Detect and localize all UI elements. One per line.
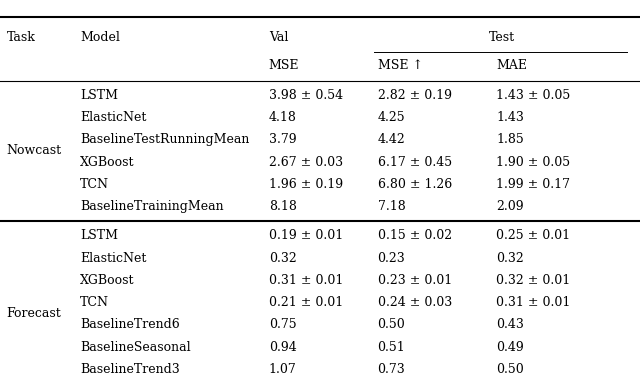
Text: 0.43: 0.43 <box>496 318 524 332</box>
Text: 6.17 ± 0.45: 6.17 ± 0.45 <box>378 156 452 169</box>
Text: 0.75: 0.75 <box>269 318 296 332</box>
Text: 0.94: 0.94 <box>269 341 296 354</box>
Text: 4.25: 4.25 <box>378 111 405 124</box>
Text: 7.18: 7.18 <box>378 200 405 213</box>
Text: Task: Task <box>6 31 35 44</box>
Text: 1.90 ± 0.05: 1.90 ± 0.05 <box>496 156 570 169</box>
Text: 1.99 ± 0.17: 1.99 ± 0.17 <box>496 178 570 191</box>
Text: BaselineSeasonal: BaselineSeasonal <box>80 341 191 354</box>
Text: ElasticNet: ElasticNet <box>80 111 147 124</box>
Text: BaselineTrend6: BaselineTrend6 <box>80 318 180 332</box>
Text: 0.50: 0.50 <box>496 363 524 375</box>
Text: 0.23 ± 0.01: 0.23 ± 0.01 <box>378 274 452 287</box>
Text: LSTM: LSTM <box>80 88 118 102</box>
Text: 0.23: 0.23 <box>378 252 405 264</box>
Text: MSE: MSE <box>269 59 300 72</box>
Text: XGBoost: XGBoost <box>80 156 134 169</box>
Text: 3.98 ± 0.54: 3.98 ± 0.54 <box>269 88 343 102</box>
Text: 0.32 ± 0.01: 0.32 ± 0.01 <box>496 274 570 287</box>
Text: TCN: TCN <box>80 178 109 191</box>
Text: 1.85: 1.85 <box>496 133 524 146</box>
Text: Val: Val <box>269 31 288 44</box>
Text: 0.19 ± 0.01: 0.19 ± 0.01 <box>269 229 343 242</box>
Text: 3.79: 3.79 <box>269 133 296 146</box>
Text: 0.32: 0.32 <box>496 252 524 264</box>
Text: LSTM: LSTM <box>80 229 118 242</box>
Text: BaselineTrainingMean: BaselineTrainingMean <box>80 200 223 213</box>
Text: 2.82 ± 0.19: 2.82 ± 0.19 <box>378 88 452 102</box>
Text: 0.50: 0.50 <box>378 318 405 332</box>
Text: 2.67 ± 0.03: 2.67 ± 0.03 <box>269 156 343 169</box>
Text: 0.21 ± 0.01: 0.21 ± 0.01 <box>269 296 343 309</box>
Text: ElasticNet: ElasticNet <box>80 252 147 264</box>
Text: Nowcast: Nowcast <box>6 144 61 158</box>
Text: 0.15 ± 0.02: 0.15 ± 0.02 <box>378 229 452 242</box>
Text: 2.09: 2.09 <box>496 200 524 213</box>
Text: 0.51: 0.51 <box>378 341 405 354</box>
Text: 0.24 ± 0.03: 0.24 ± 0.03 <box>378 296 452 309</box>
Text: 4.18: 4.18 <box>269 111 297 124</box>
Text: 1.43 ± 0.05: 1.43 ± 0.05 <box>496 88 570 102</box>
Text: 6.80 ± 1.26: 6.80 ± 1.26 <box>378 178 452 191</box>
Text: Model: Model <box>80 31 120 44</box>
Text: MSE ↑: MSE ↑ <box>378 59 422 72</box>
Text: XGBoost: XGBoost <box>80 274 134 287</box>
Text: Test: Test <box>490 31 515 44</box>
Text: 8.18: 8.18 <box>269 200 297 213</box>
Text: Forecast: Forecast <box>6 307 61 320</box>
Text: BaselineTrend3: BaselineTrend3 <box>80 363 180 375</box>
Text: 1.43: 1.43 <box>496 111 524 124</box>
Text: 1.07: 1.07 <box>269 363 296 375</box>
Text: MAE: MAE <box>496 59 527 72</box>
Text: 4.42: 4.42 <box>378 133 405 146</box>
Text: TCN: TCN <box>80 296 109 309</box>
Text: 0.31 ± 0.01: 0.31 ± 0.01 <box>269 274 343 287</box>
Text: 0.73: 0.73 <box>378 363 405 375</box>
Text: BaselineTestRunningMean: BaselineTestRunningMean <box>80 133 250 146</box>
Text: 0.31 ± 0.01: 0.31 ± 0.01 <box>496 296 570 309</box>
Text: 0.25 ± 0.01: 0.25 ± 0.01 <box>496 229 570 242</box>
Text: 0.32: 0.32 <box>269 252 296 264</box>
Text: 0.49: 0.49 <box>496 341 524 354</box>
Text: 1.96 ± 0.19: 1.96 ± 0.19 <box>269 178 343 191</box>
